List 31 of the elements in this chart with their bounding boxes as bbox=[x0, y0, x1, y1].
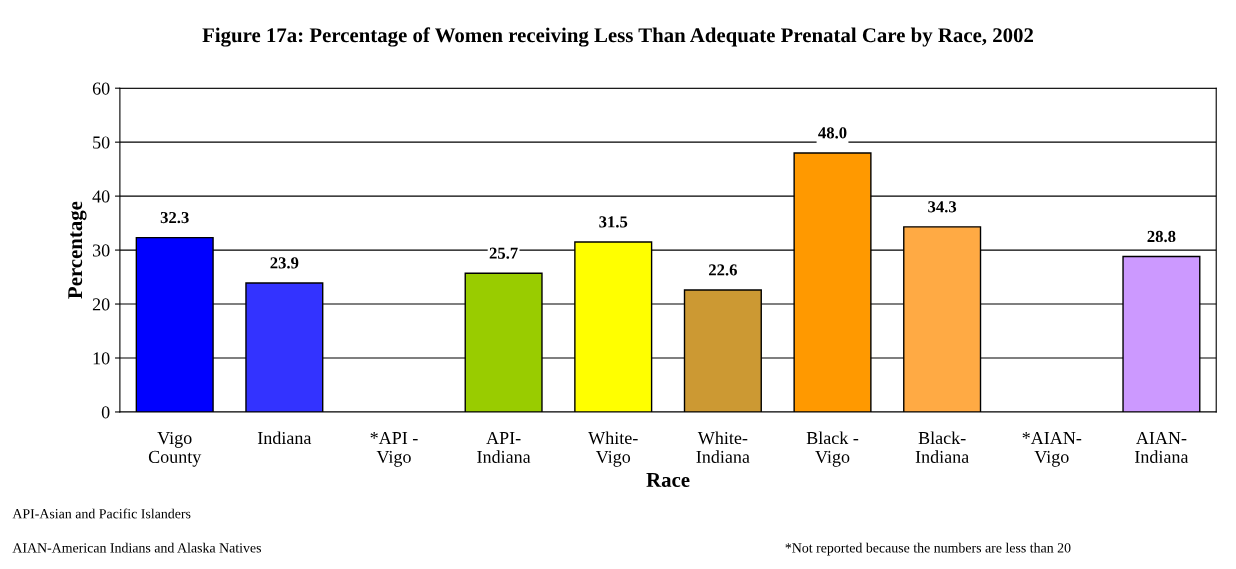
x-tick-label: *AIAN- Vigo bbox=[1022, 432, 1082, 467]
x-tick-label: Black- Indiana bbox=[915, 431, 969, 463]
y-tick-label: 30 bbox=[92, 244, 110, 257]
text: AIAN-American Indians and Alaska Natives bbox=[12, 542, 262, 553]
y-tick-label: 40 bbox=[92, 190, 110, 203]
data-label: 28.8 bbox=[1147, 230, 1176, 243]
data-label: 48.0 bbox=[818, 127, 847, 139]
x-tick-label: API- Indiana bbox=[477, 432, 531, 463]
x-tick-label: Black - Vigo bbox=[806, 431, 859, 467]
chart-title: Figure 17a: Percentage of Women receiving Less Than Adequate Prenatal Care by Race, 2002 bbox=[202, 27, 1033, 47]
x-tick-label: Indiana bbox=[257, 431, 312, 445]
data-label: 23.9 bbox=[270, 257, 299, 269]
data-label: 25.7 bbox=[489, 247, 518, 259]
y-tick-label: 10 bbox=[93, 352, 110, 365]
y-tick-label: 0 bbox=[101, 406, 110, 419]
data-label: 31.5 bbox=[599, 216, 628, 228]
x-tick-label: Vigo County bbox=[148, 431, 202, 467]
text: *Not reported because the numbers are less than 20 bbox=[785, 542, 1071, 556]
data-label: 34.3 bbox=[928, 201, 957, 213]
data-label: 32.3 bbox=[160, 211, 189, 224]
text: API-Asian and Pacific Islanders bbox=[12, 508, 191, 519]
x-tick-label: White- Indiana bbox=[696, 431, 750, 463]
y-axis-title: Percentage bbox=[68, 201, 87, 299]
y-tick-label: 20 bbox=[92, 298, 110, 311]
x-axis-title: Race bbox=[646, 473, 690, 487]
x-tick-label: AIAN- Indiana bbox=[1134, 432, 1189, 463]
x-tick-label: White- Vigo bbox=[588, 431, 638, 467]
y-tick-label: 50 bbox=[93, 136, 110, 149]
data-label: 22.6 bbox=[708, 264, 737, 276]
x-tick-label: *API - Vigo bbox=[370, 432, 418, 467]
y-tick-label: 60 bbox=[92, 82, 110, 95]
